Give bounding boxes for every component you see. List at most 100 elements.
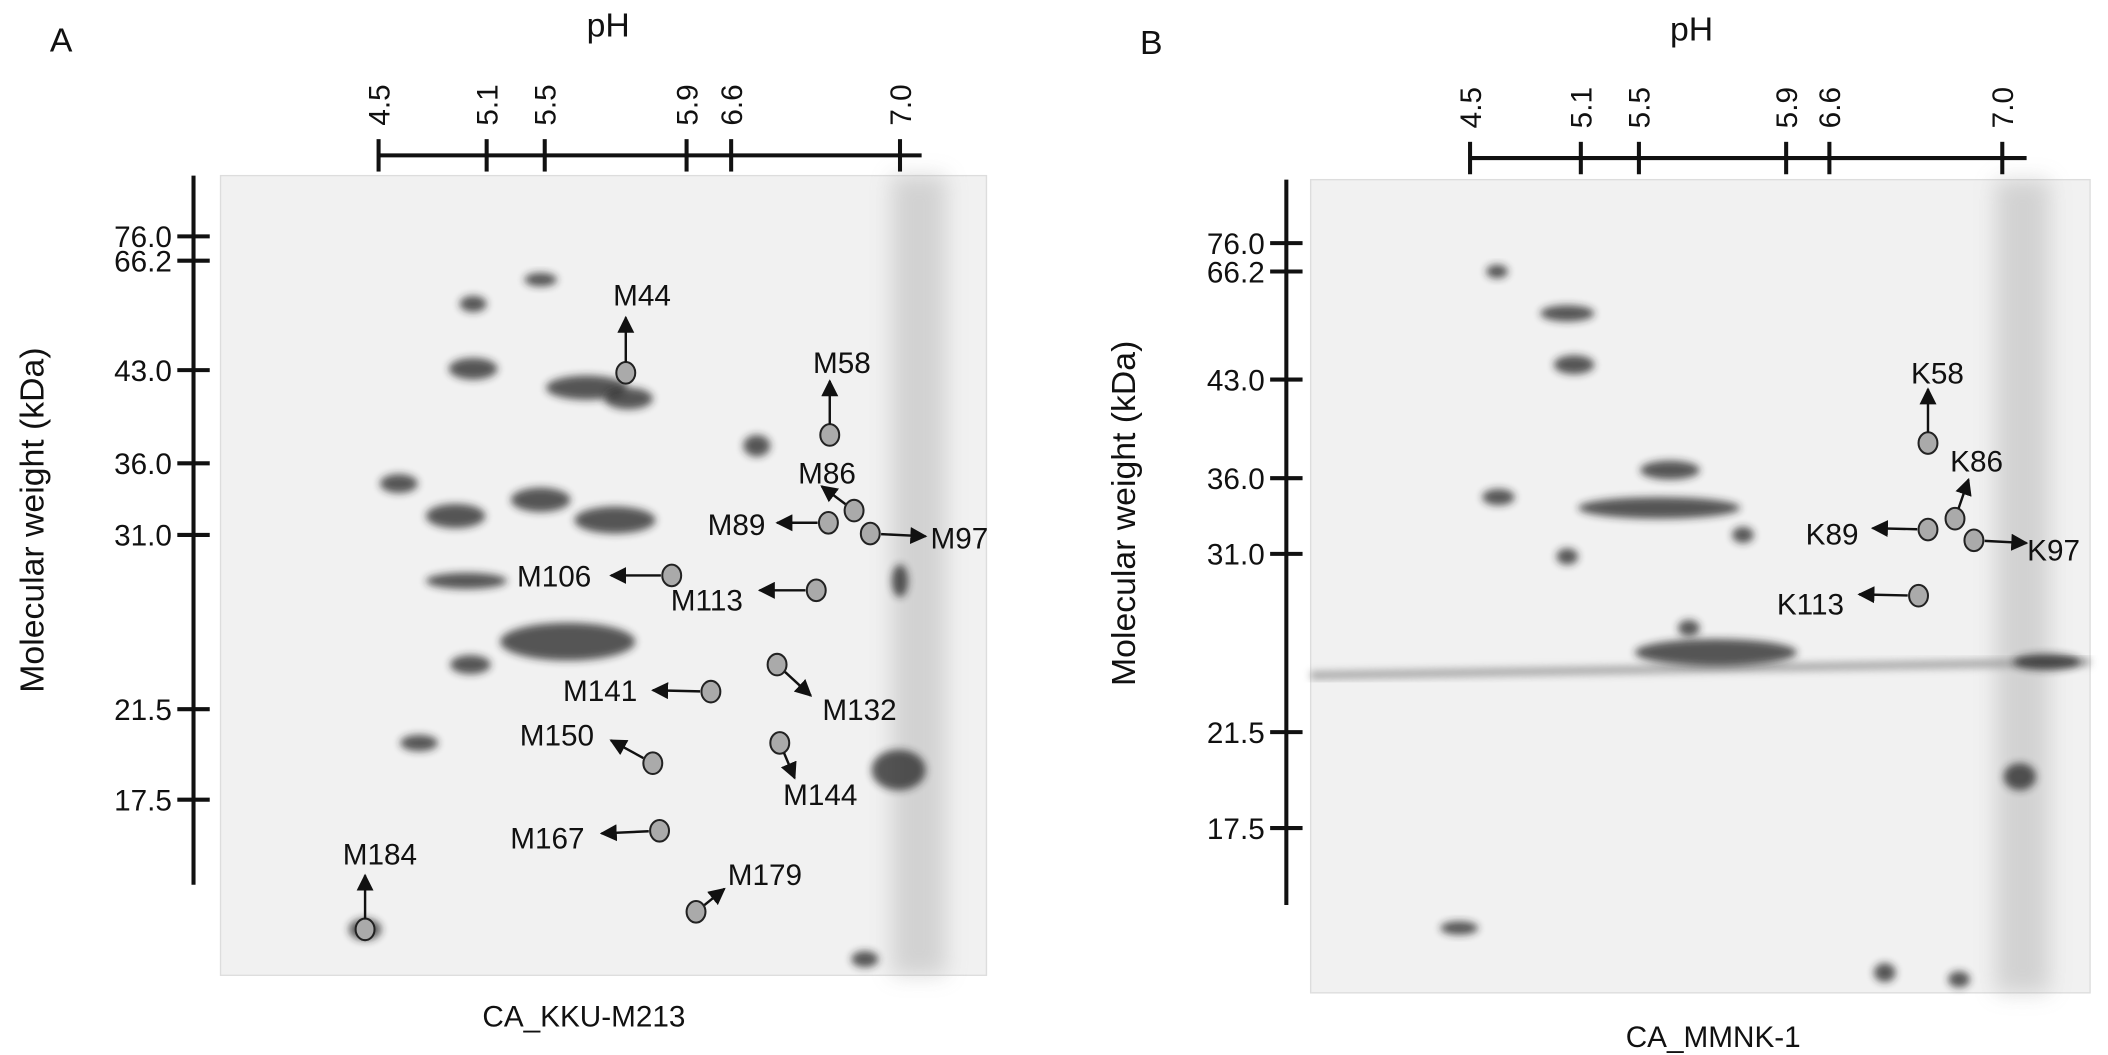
y-axis-title: Molecular weight (kDa) — [1105, 341, 1143, 686]
protein-spot — [1732, 526, 1754, 544]
protein-spot — [400, 734, 439, 752]
marked-spot — [843, 498, 865, 523]
marked-spot — [642, 751, 664, 776]
annotation-arrow — [1955, 477, 1972, 509]
protein-spot — [1486, 264, 1508, 279]
protein-spot — [574, 506, 656, 534]
spot-label: K97 — [2027, 535, 2080, 568]
marked-spot — [1917, 517, 1939, 542]
gel-lane — [1995, 179, 2050, 993]
mw-tick-label: 31.0 — [1207, 539, 1265, 572]
ph-tick-label: 5.1 — [471, 84, 504, 125]
annotation-arrow — [820, 485, 847, 506]
spot-label: M44 — [613, 279, 671, 312]
protein-spot — [2003, 763, 2037, 791]
marked-spot — [859, 521, 881, 546]
annotation-arrow — [780, 752, 797, 780]
mw-tick-label: 31.0 — [114, 520, 172, 553]
mw-tick-label: 36.0 — [1207, 463, 1265, 496]
spot-label: M58 — [813, 347, 871, 380]
protein-spot — [1440, 921, 1479, 935]
spot-label: K58 — [1911, 358, 1964, 391]
x-axis-title: pH — [587, 6, 630, 44]
ph-tick-label: 5.5 — [1624, 87, 1657, 128]
protein-spot — [1578, 497, 1741, 519]
ph-tick-label: 5.9 — [671, 84, 704, 125]
mw-tick-label: 43.0 — [114, 355, 172, 388]
marked-spot — [805, 578, 827, 603]
annotation-arrow — [703, 887, 726, 906]
protein-spot — [510, 487, 571, 512]
panel-caption: CA_KKU-M213 — [482, 1001, 685, 1034]
protein-spot — [851, 950, 879, 968]
mw-tick-label: 76.0 — [114, 221, 172, 254]
mw-tick-label: 76.0 — [1207, 228, 1265, 261]
protein-spot — [1634, 638, 1797, 666]
annotation-arrow — [881, 527, 928, 545]
protein-spot — [891, 564, 909, 598]
spot-label: M150 — [520, 720, 594, 753]
marked-spot — [819, 423, 841, 447]
ph-tick-label: 6.6 — [716, 84, 749, 125]
mw-tick-label: 21.5 — [114, 694, 172, 727]
marked-spot — [685, 899, 707, 924]
mw-tick-label: 17.5 — [1207, 813, 1265, 846]
marked-spot — [766, 652, 788, 677]
ph-tick-label: 6.6 — [1814, 87, 1847, 128]
marked-spot — [769, 731, 791, 755]
spot-label: M167 — [510, 822, 584, 855]
ph-tick-label: 4.5 — [1455, 87, 1488, 128]
spot-label: M141 — [563, 675, 637, 708]
mw-tick-label: 43.0 — [1207, 364, 1265, 397]
protein-spot — [743, 434, 771, 457]
protein-spot — [604, 387, 653, 410]
annotation-arrow — [784, 671, 813, 697]
spot-label: M144 — [783, 779, 857, 812]
mw-tick-label: 36.0 — [114, 448, 172, 481]
mw-tick-label: 17.5 — [114, 784, 172, 817]
ph-tick-label: 7.0 — [885, 84, 918, 125]
gel-streak — [1310, 657, 2091, 680]
protein-spot — [1640, 460, 1700, 480]
protein-spot — [871, 749, 926, 791]
spot-label: M106 — [517, 560, 591, 593]
protein-spot — [1482, 489, 1515, 506]
protein-spot — [1540, 305, 1595, 322]
ph-tick-label: 5.1 — [1566, 87, 1599, 128]
gel-image — [219, 174, 988, 976]
spot-label: M86 — [798, 458, 856, 491]
protein-spot — [425, 572, 507, 589]
ph-tick-label: 7.0 — [1987, 87, 2020, 128]
spot-label: M132 — [822, 694, 896, 727]
spot-label: M89 — [708, 509, 766, 542]
spot-label: M97 — [931, 522, 989, 555]
marked-spot — [700, 679, 722, 704]
x-axis-title: pH — [1670, 11, 1713, 49]
annotation-arrow — [651, 682, 701, 700]
protein-spot — [500, 622, 636, 661]
mw-tick-label: 66.2 — [114, 246, 172, 279]
protein-spot — [524, 272, 557, 287]
panel-label: B — [1140, 24, 1163, 62]
annotation-arrow — [609, 739, 644, 760]
protein-spot — [2013, 653, 2081, 671]
marked-spot — [354, 917, 376, 942]
y-axis-title: Molecular weight (kDa) — [14, 347, 52, 692]
annotation-arrow — [599, 824, 649, 842]
spot-label: K113 — [1777, 589, 1844, 622]
marked-spot — [817, 510, 839, 535]
marked-spot — [661, 563, 683, 588]
ph-tick-label: 5.5 — [530, 84, 563, 125]
panel-caption: CA_MMNK-1 — [1626, 1021, 1801, 1054]
marked-spot — [649, 818, 671, 843]
protein-spot — [379, 474, 418, 494]
protein-spot — [1553, 355, 1595, 375]
gel-image — [1309, 178, 2091, 994]
protein-spot — [450, 655, 491, 675]
protein-spot — [1948, 971, 1970, 988]
annotation-arrow — [1857, 586, 1908, 604]
protein-spot — [1556, 548, 1579, 565]
